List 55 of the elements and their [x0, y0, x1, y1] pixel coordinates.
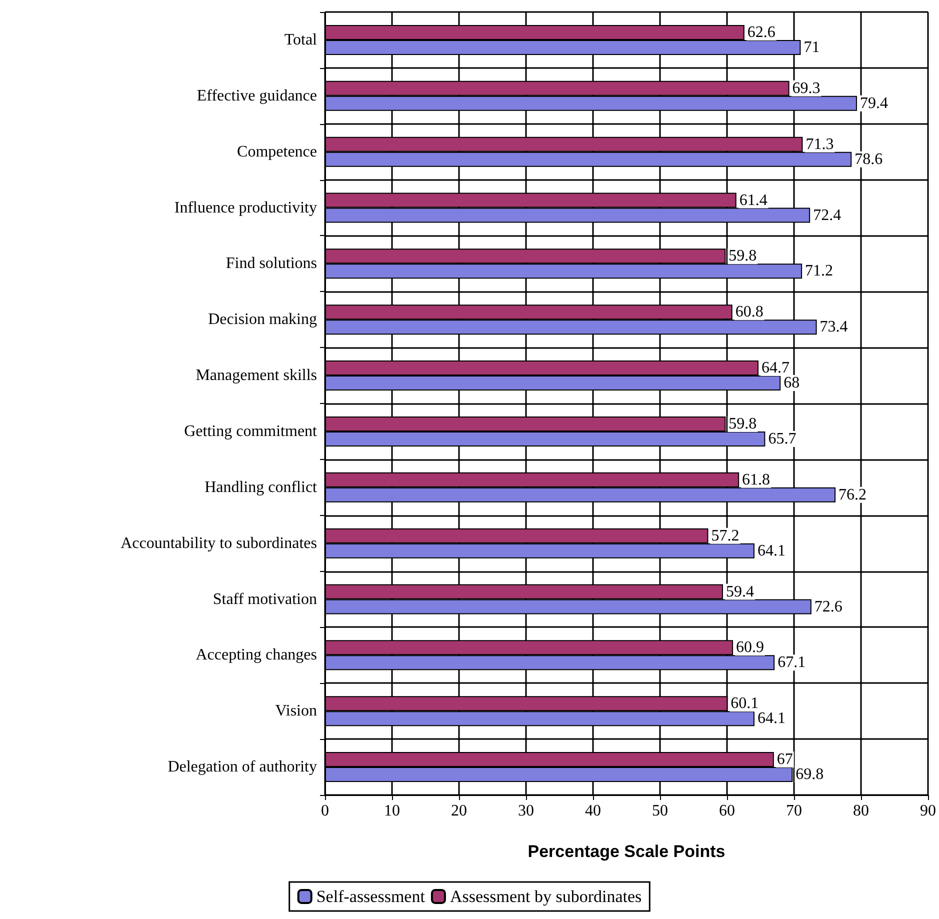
data-label: 69.8	[796, 766, 824, 784]
y-tick-label: Getting commitment	[184, 422, 318, 440]
legend-label: Assessment by subordinates	[450, 887, 642, 906]
y-tick-label: Accepting changes	[196, 646, 317, 664]
data-label: 57.2	[711, 527, 740, 544]
data-label: 72.4	[813, 206, 842, 224]
data-label: 65.7	[768, 430, 796, 448]
x-tick-label: 90	[920, 802, 936, 820]
data-label: 60.1	[730, 695, 759, 712]
data-label: 59.8	[728, 248, 757, 265]
data-label: 59.8	[728, 415, 757, 432]
data-label: 78.6	[854, 150, 883, 168]
data-label: 76.2	[838, 486, 867, 504]
data-label: 64.1	[757, 710, 786, 728]
x-tick-label: 50	[652, 802, 668, 820]
x-tick-label: 40	[585, 802, 601, 820]
x-tick-label: 80	[853, 802, 869, 820]
y-tick-label: Handling conflict	[204, 478, 318, 496]
y-tick-label: Total	[284, 31, 318, 48]
data-label: 64.7	[761, 360, 790, 377]
data-label: 61.4	[739, 192, 768, 209]
data-label: 69.3	[792, 80, 820, 97]
y-tick-label: Management skills	[196, 367, 317, 384]
y-tick-label: Find solutions	[226, 255, 317, 272]
data-label: 64.1	[757, 542, 786, 560]
x-tick-label: 0	[321, 802, 329, 820]
y-tick-label: Accountability to subordinates	[120, 534, 317, 552]
y-tick-label: Delegation of authority	[168, 758, 317, 776]
data-label: 59.4	[726, 583, 754, 600]
x-axis-title: Percentage Scale Points	[528, 842, 726, 861]
y-tick-label: Influence productivity	[174, 199, 317, 216]
data-label: 61.8	[742, 471, 770, 488]
data-label: 60.8	[735, 304, 764, 321]
data-label: 71.3	[806, 136, 834, 153]
y-tick-label: Vision	[275, 702, 317, 720]
y-tick-label: Competence	[237, 143, 317, 160]
x-tick-label: 20	[451, 802, 467, 820]
x-tick-label: 30	[518, 802, 534, 820]
x-tick-label: 10	[384, 802, 400, 820]
x-tick-label: 60	[719, 802, 735, 820]
data-label: 62.6	[747, 24, 776, 41]
data-label: 68	[784, 374, 800, 392]
y-tick-label: Staff motivation	[212, 590, 317, 608]
legend-label: Self-assessment	[316, 887, 426, 906]
data-label: 67.1	[778, 654, 806, 672]
data-label: 67	[776, 751, 793, 768]
data-label: 79.4	[860, 94, 888, 112]
data-label: 71.2	[805, 262, 834, 280]
y-tick-label: Decision making	[208, 311, 317, 328]
data-label: 73.4	[820, 318, 848, 336]
y-tick-label: Effective guidance	[196, 87, 317, 104]
data-label: 72.6	[814, 598, 842, 616]
data-label: 71	[804, 38, 820, 56]
x-tick-label: 70	[786, 802, 802, 820]
data-label: 60.9	[736, 639, 764, 656]
